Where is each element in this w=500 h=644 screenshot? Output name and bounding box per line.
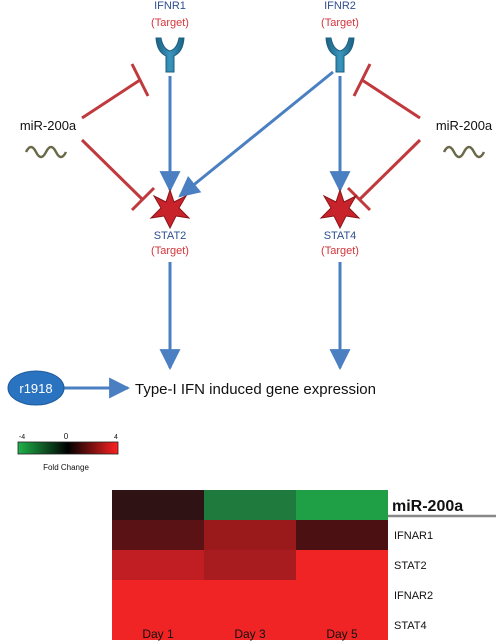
output-label: Type-I IFN induced gene expression: [135, 381, 376, 398]
heatmap-row-label: STAT2: [394, 560, 427, 572]
heatmap-cell: [204, 580, 296, 610]
inhibition-right-to-stat4: [346, 138, 422, 212]
colorbar-min: -4: [19, 434, 25, 441]
colorbar-caption: Fold Change: [43, 463, 89, 472]
heatmap-cell: [112, 490, 204, 520]
heatmap-row-label: IFNAR1: [394, 530, 433, 542]
heatmap-row-label: IFNAR2: [394, 590, 433, 602]
stat2-role: (Target): [151, 245, 189, 257]
mirna-left-squiggle-icon: [24, 145, 68, 159]
arrow-ifnr2-to-stat2: [178, 70, 334, 198]
receptor-left-name: IFNR1: [154, 0, 186, 12]
heatmap-cell: [296, 610, 388, 640]
heatmap-cell: [112, 520, 204, 550]
mirna-right-squiggle-icon: [442, 145, 486, 159]
receptor-right-icon: [325, 37, 355, 73]
heatmap-cell: [204, 610, 296, 640]
heatmap-cell: [296, 490, 388, 520]
inhibition-left-to-stat2: [80, 138, 156, 212]
receptor-left-role: (Target): [151, 17, 189, 29]
colorbar-mid: 0: [64, 432, 69, 441]
heatmap: miR-200a IFNAR1 STAT2 IFNAR2 STAT4 Day 1 Day 3…: [112, 490, 463, 641]
mirna-left-label: miR-200a: [20, 118, 77, 133]
stat2-icon: [149, 188, 191, 230]
heatmap-cell: [112, 610, 204, 640]
colorbar-legend: -4 0 4 Fold Change: [17, 432, 119, 472]
heatmap-cell: [296, 520, 388, 550]
receptor-left-icon: [155, 37, 185, 73]
heatmap-column-label: Day 5: [326, 627, 358, 641]
receptor-right-role: (Target): [321, 17, 359, 29]
heatmap-cell: [112, 550, 204, 580]
heatmap-cell: [204, 490, 296, 520]
colorbar-max: 4: [114, 434, 118, 441]
stimulus-badge: r1918: [7, 370, 65, 406]
stat4-role: (Target): [321, 245, 359, 257]
inhibition-left-to-ifnr1: [81, 63, 150, 120]
heatmap-row-label: miR-200a: [392, 498, 463, 515]
heatmap-cell: [204, 520, 296, 550]
heatmap-cell: [204, 550, 296, 580]
colorbar-gradient: [17, 441, 119, 455]
stat4-icon: [319, 188, 361, 230]
heatmap-column-label: Day 3: [234, 627, 266, 641]
heatmap-cell: [296, 550, 388, 580]
heatmap-row-label: STAT4: [394, 620, 427, 632]
mirna-right-label: miR-200a: [436, 118, 493, 133]
heatmap-cell: [112, 580, 204, 610]
stimulus-label: r1918: [19, 381, 52, 396]
receptor-right-name: IFNR2: [324, 0, 356, 12]
heatmap-cell: [296, 580, 388, 610]
heatmap-column-label: Day 1: [142, 627, 174, 641]
inhibition-right-to-ifnr2: [352, 63, 421, 120]
stat2-name: STAT2: [154, 230, 187, 242]
stat4-name: STAT4: [324, 230, 357, 242]
